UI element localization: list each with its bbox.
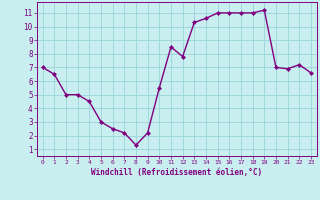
X-axis label: Windchill (Refroidissement éolien,°C): Windchill (Refroidissement éolien,°C) (91, 168, 262, 177)
